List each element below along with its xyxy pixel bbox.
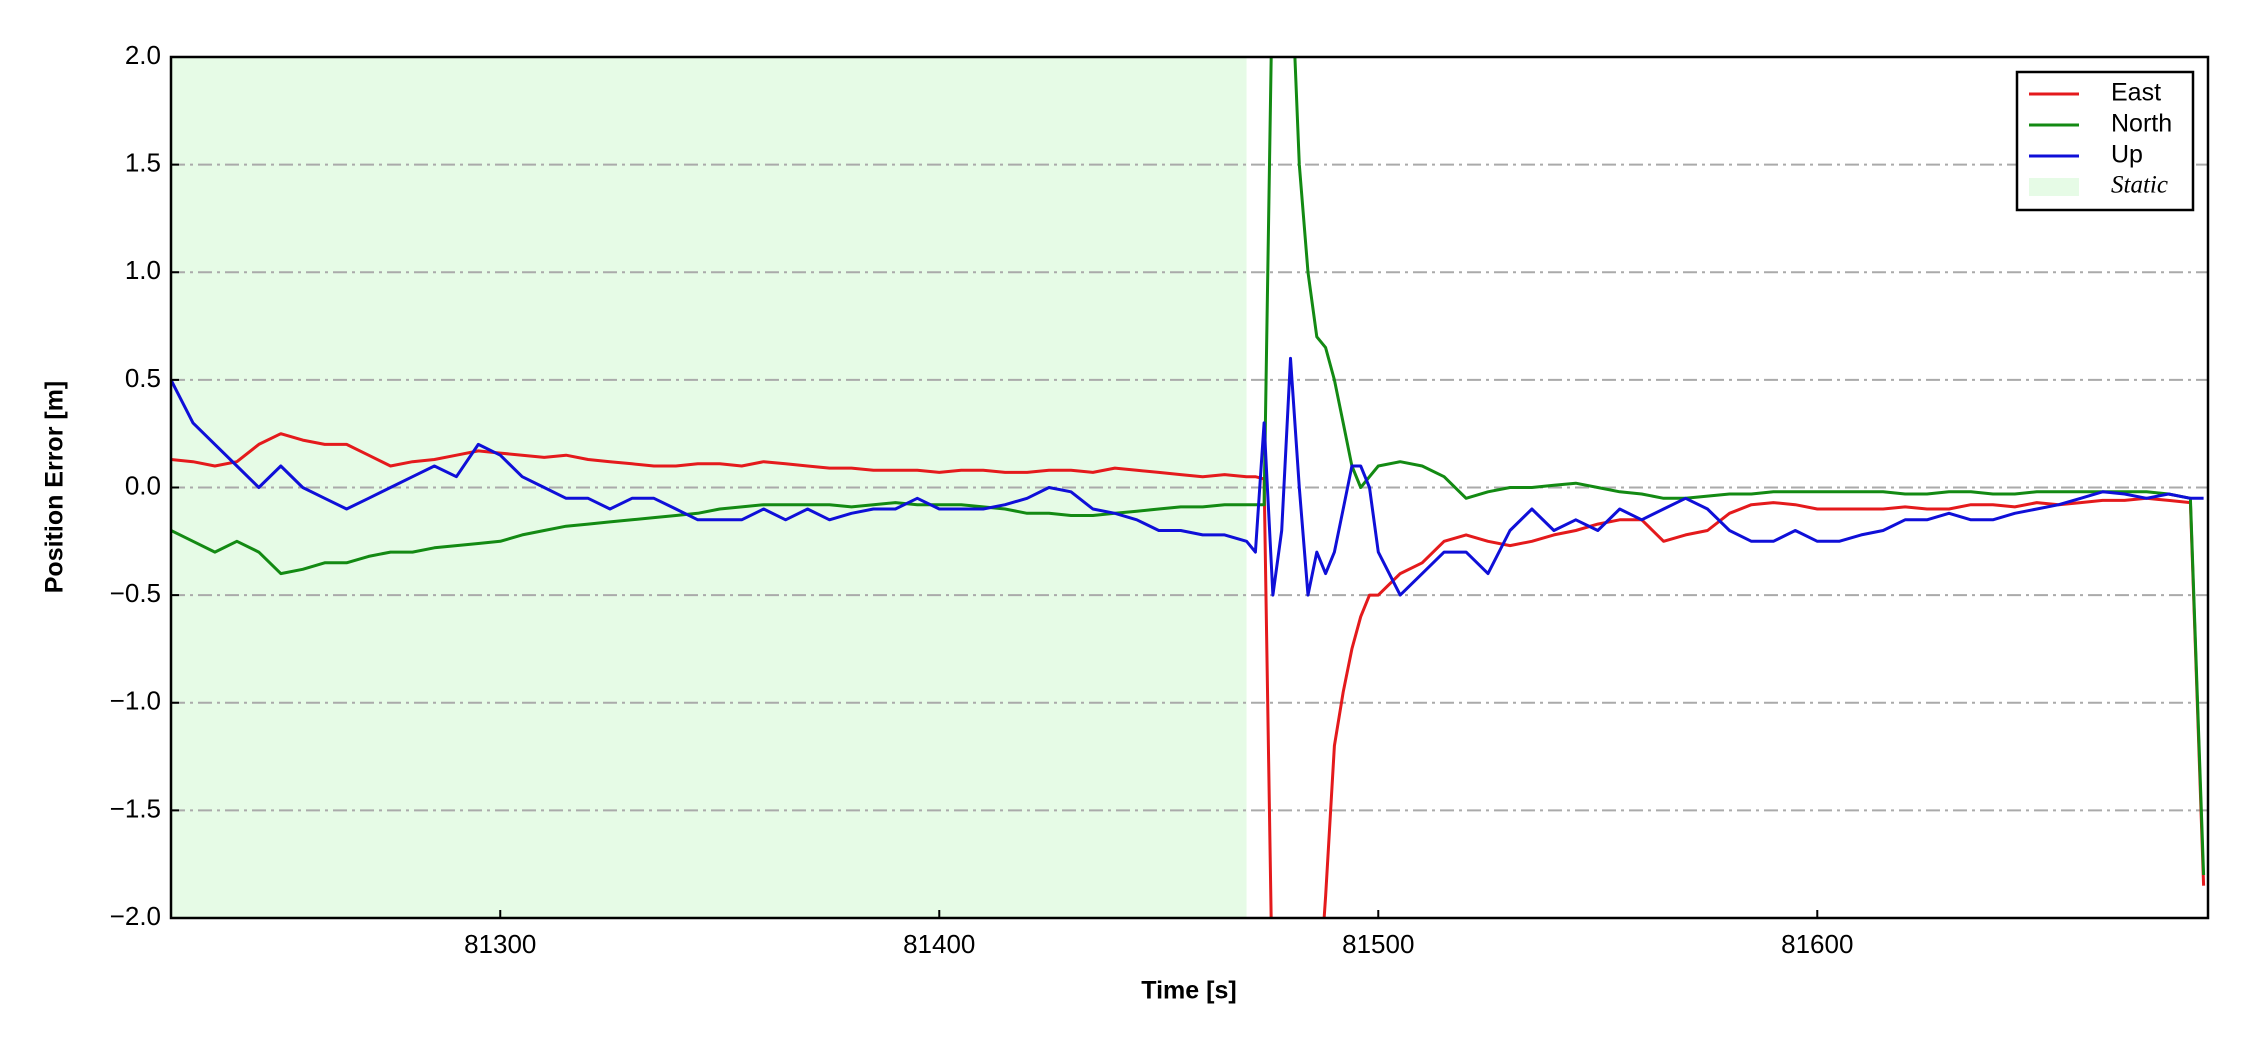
y-tick-label: 2.0: [125, 40, 161, 70]
y-tick-label: −1.0: [110, 686, 161, 716]
plot-area: [171, 57, 2208, 918]
y-tick-label: −0.5: [110, 578, 161, 608]
y-axis-label: Position Error [m]: [41, 381, 69, 594]
y-tick-label: 1.0: [125, 255, 161, 285]
legend-label: Up: [2111, 141, 2143, 169]
x-tick-label: 81400: [903, 929, 975, 959]
x-tick-label: 81500: [1342, 929, 1414, 959]
data-line: [171, 57, 2206, 876]
x-axis-label: Time [s]: [1141, 977, 1236, 1005]
y-tick-label: −1.5: [110, 793, 161, 823]
y-tick-label: 0.5: [125, 363, 161, 393]
legend-label: East: [2111, 79, 2161, 107]
data-line: [171, 356, 2204, 597]
legend-label: North: [2111, 110, 2172, 138]
shaded-region: [171, 57, 1247, 918]
legend-swatch: [2029, 178, 2079, 196]
y-tick-label: −2.0: [110, 901, 161, 931]
x-tick-label: 81300: [464, 929, 536, 959]
x-tick-label: 81600: [1781, 929, 1853, 959]
y-tick-label: 1.5: [125, 148, 161, 178]
y-tick-label: 0.0: [125, 470, 161, 500]
plot-frame: [169, 55, 2210, 920]
legend-label: Static: [2111, 172, 2168, 199]
